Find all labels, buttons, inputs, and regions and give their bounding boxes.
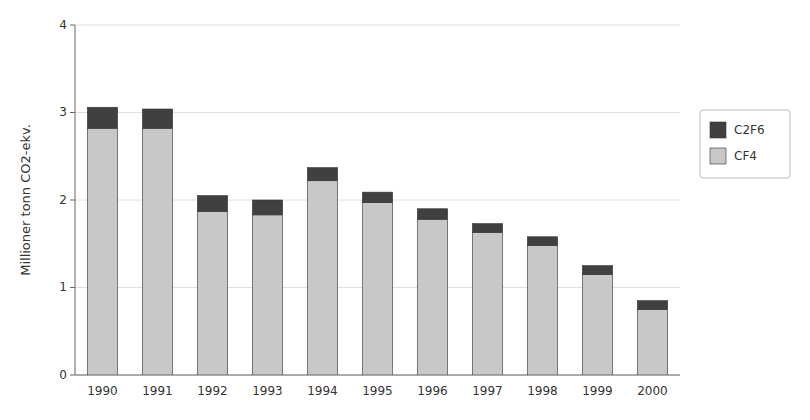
y-tick (70, 287, 75, 288)
bar-segment (87, 128, 117, 375)
y-tick (70, 375, 75, 376)
bar-segment (637, 301, 667, 310)
bar-segment (527, 237, 557, 246)
y-tick-label: 1 (59, 280, 67, 294)
bar-segment (417, 209, 447, 220)
x-tick-label: 1997 (472, 384, 503, 398)
y-tick (70, 25, 75, 26)
y-axis-line (75, 25, 76, 375)
y-tick-label: 0 (59, 368, 67, 382)
bar-segment (417, 219, 447, 375)
bar-segment (362, 203, 392, 375)
y-tick (70, 200, 75, 201)
bar-segment (472, 232, 502, 375)
bar-segment (582, 274, 612, 375)
bar-segment (252, 215, 282, 375)
bar-segment (307, 181, 337, 375)
x-tick-label: 1999 (582, 384, 613, 398)
x-tick-label: 1991 (142, 384, 173, 398)
x-tick-label: 1998 (527, 384, 558, 398)
y-tick-label: 4 (59, 18, 67, 32)
legend-swatch (710, 122, 726, 138)
x-tick-label: 2000 (637, 384, 668, 398)
grid (75, 25, 680, 375)
bar-segment (142, 109, 172, 128)
legend-label: C2F6 (734, 123, 765, 137)
y-axis-label: Millioner tonn CO2-ekv. (18, 124, 33, 276)
legend-frame (700, 110, 790, 178)
y-tick-label: 2 (59, 193, 67, 207)
axes: 0 1 2 3 4 1990 1991 1992 1993 1994 1995 1996 1997 199… (59, 18, 680, 399)
legend-swatch (710, 148, 726, 164)
chart-svg: 0 1 2 3 4 1990 1991 1992 1993 1994 1995 1996 1997 199… (0, 0, 810, 420)
bar-segment (307, 168, 337, 181)
bar-segment (87, 107, 117, 128)
y-tick (70, 112, 75, 113)
bar-segment (252, 200, 282, 215)
bar-segment (197, 211, 227, 375)
bar-segment (582, 266, 612, 275)
bar-segment (142, 128, 172, 375)
x-tick-label: 1993 (252, 384, 283, 398)
legend: C2F6 CF4 (700, 110, 790, 178)
bar-segment (527, 246, 557, 376)
y-tick-label: 3 (59, 105, 67, 119)
chart-root: 0 1 2 3 4 1990 1991 1992 1993 1994 1995 1996 1997 199… (0, 0, 810, 420)
bar-segment (362, 192, 392, 203)
x-tick-label: 1996 (417, 384, 448, 398)
bar-segment (472, 224, 502, 233)
bar-segment (637, 309, 667, 375)
x-tick-label: 1995 (362, 384, 393, 398)
x-tick-label: 1994 (307, 384, 338, 398)
bars (87, 107, 667, 375)
grid-line (75, 25, 680, 26)
x-tick-label: 1990 (87, 384, 118, 398)
bar-segment (197, 196, 227, 212)
x-tick-label: 1992 (197, 384, 228, 398)
legend-label: CF4 (734, 149, 757, 163)
